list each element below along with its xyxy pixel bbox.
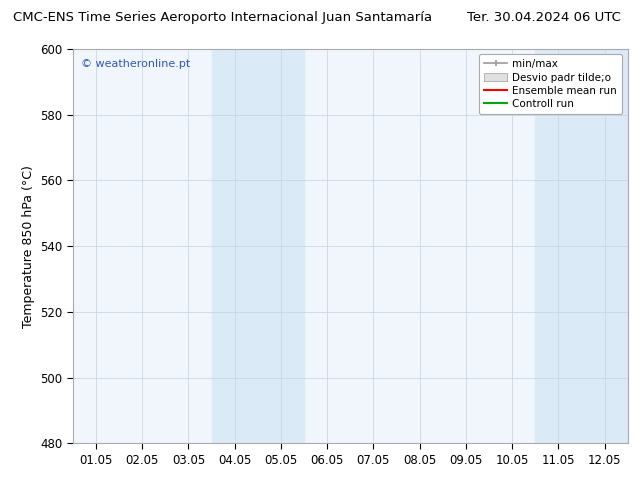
Bar — [535, 49, 628, 443]
Legend: min/max, Desvio padr tilde;o, Ensemble mean run, Controll run: min/max, Desvio padr tilde;o, Ensemble m… — [479, 54, 623, 114]
Bar — [212, 49, 304, 443]
Text: CMC-ENS Time Series Aeroporto Internacional Juan Santamaría: CMC-ENS Time Series Aeroporto Internacio… — [13, 11, 432, 24]
Text: © weatheronline.pt: © weatheronline.pt — [81, 59, 190, 69]
Text: Ter. 30.04.2024 06 UTC: Ter. 30.04.2024 06 UTC — [467, 11, 621, 24]
Y-axis label: Temperature 850 hPa (°C): Temperature 850 hPa (°C) — [22, 165, 35, 328]
